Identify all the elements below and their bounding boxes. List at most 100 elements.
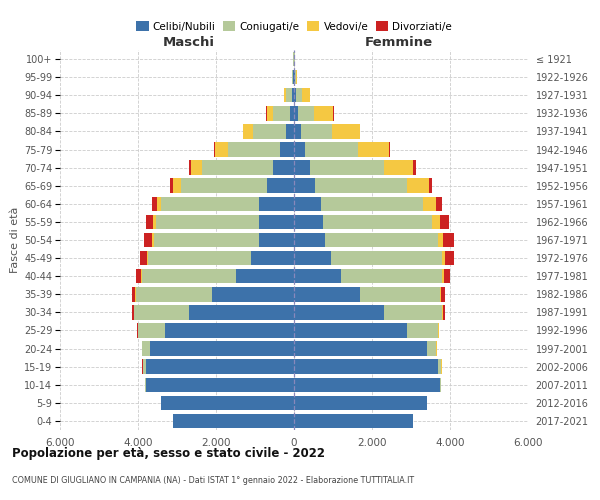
Bar bbox=[214, 142, 215, 157]
Bar bbox=[294, 142, 305, 157]
Bar bbox=[384, 160, 413, 175]
Bar bbox=[286, 88, 292, 102]
Bar bbox=[280, 142, 294, 157]
Bar bbox=[134, 305, 188, 320]
Bar bbox=[272, 160, 294, 175]
Bar bbox=[444, 269, 451, 283]
Bar bbox=[191, 160, 202, 175]
Bar bbox=[235, 269, 294, 283]
Bar bbox=[436, 196, 442, 211]
Bar bbox=[170, 178, 173, 193]
Bar bbox=[433, 214, 440, 229]
Bar bbox=[136, 287, 212, 302]
Bar bbox=[294, 287, 360, 302]
Bar bbox=[292, 70, 293, 84]
Bar bbox=[440, 214, 449, 229]
Bar bbox=[294, 396, 427, 410]
Bar bbox=[161, 396, 294, 410]
Bar bbox=[305, 142, 358, 157]
Bar bbox=[407, 178, 428, 193]
Bar bbox=[155, 214, 259, 229]
Bar bbox=[294, 196, 322, 211]
Y-axis label: Anni di nascita: Anni di nascita bbox=[598, 198, 600, 281]
Bar bbox=[294, 414, 413, 428]
Bar bbox=[384, 305, 442, 320]
Bar bbox=[181, 178, 266, 193]
Bar bbox=[189, 160, 191, 175]
Bar bbox=[360, 287, 440, 302]
Text: Femmine: Femmine bbox=[365, 36, 433, 49]
Bar bbox=[244, 124, 253, 138]
Bar bbox=[440, 378, 441, 392]
Bar bbox=[145, 378, 146, 392]
Bar bbox=[440, 287, 442, 302]
Bar bbox=[442, 269, 444, 283]
Y-axis label: Fasce di età: Fasce di età bbox=[10, 207, 20, 273]
Bar bbox=[161, 196, 259, 211]
Text: Maschi: Maschi bbox=[163, 36, 215, 49]
Legend: Celibi/Nubili, Coniugati/e, Vedovi/e, Divorziati/e: Celibi/Nubili, Coniugati/e, Vedovi/e, Di… bbox=[132, 17, 456, 36]
Bar bbox=[215, 142, 228, 157]
Bar bbox=[173, 178, 181, 193]
Bar bbox=[302, 88, 310, 102]
Bar bbox=[253, 124, 286, 138]
Bar bbox=[142, 342, 150, 356]
Bar bbox=[332, 124, 359, 138]
Bar bbox=[133, 287, 136, 302]
Text: Popolazione per età, sesso e stato civile - 2022: Popolazione per età, sesso e stato civil… bbox=[12, 448, 325, 460]
Bar bbox=[136, 269, 141, 283]
Bar bbox=[228, 142, 280, 157]
Bar bbox=[443, 233, 454, 247]
Bar bbox=[242, 124, 244, 138]
Bar bbox=[284, 88, 286, 102]
Bar bbox=[294, 342, 427, 356]
Bar bbox=[310, 160, 384, 175]
Bar bbox=[202, 160, 272, 175]
Bar bbox=[141, 269, 142, 283]
Bar bbox=[138, 323, 166, 338]
Bar bbox=[259, 214, 294, 229]
Bar bbox=[150, 342, 294, 356]
Bar bbox=[407, 323, 438, 338]
Bar bbox=[157, 196, 161, 211]
Bar bbox=[146, 378, 294, 392]
Bar bbox=[148, 251, 251, 266]
Bar bbox=[146, 251, 148, 266]
Bar bbox=[132, 305, 134, 320]
Bar bbox=[294, 269, 341, 283]
Bar bbox=[294, 88, 296, 102]
Bar bbox=[294, 70, 295, 84]
Bar bbox=[294, 233, 325, 247]
Bar bbox=[442, 305, 443, 320]
Bar bbox=[422, 196, 436, 211]
Bar bbox=[294, 178, 316, 193]
Bar bbox=[359, 124, 361, 138]
Bar bbox=[144, 233, 152, 247]
Bar bbox=[143, 360, 146, 374]
Bar bbox=[266, 106, 272, 120]
Text: COMUNE DI GIUGLIANO IN CAMPANIA (NA) - Dati ISTAT 1° gennaio 2022 - Elaborazione: COMUNE DI GIUGLIANO IN CAMPANIA (NA) - D… bbox=[12, 476, 414, 485]
Bar bbox=[152, 233, 154, 247]
Bar bbox=[272, 106, 290, 120]
Bar bbox=[173, 414, 294, 428]
Bar bbox=[438, 233, 443, 247]
Bar bbox=[146, 360, 294, 374]
Bar bbox=[152, 196, 157, 211]
Bar bbox=[259, 196, 294, 211]
Bar bbox=[296, 70, 297, 84]
Bar bbox=[301, 124, 332, 138]
Bar bbox=[294, 251, 331, 266]
Bar bbox=[322, 196, 423, 211]
Bar bbox=[298, 106, 314, 120]
Bar bbox=[413, 160, 416, 175]
Bar bbox=[166, 323, 294, 338]
Bar bbox=[341, 269, 442, 283]
Bar bbox=[294, 378, 440, 392]
Bar bbox=[292, 88, 294, 102]
Bar bbox=[389, 142, 391, 157]
Bar bbox=[294, 106, 298, 120]
Bar bbox=[294, 214, 323, 229]
Bar bbox=[445, 251, 454, 266]
Bar bbox=[331, 251, 442, 266]
Bar bbox=[296, 88, 302, 102]
